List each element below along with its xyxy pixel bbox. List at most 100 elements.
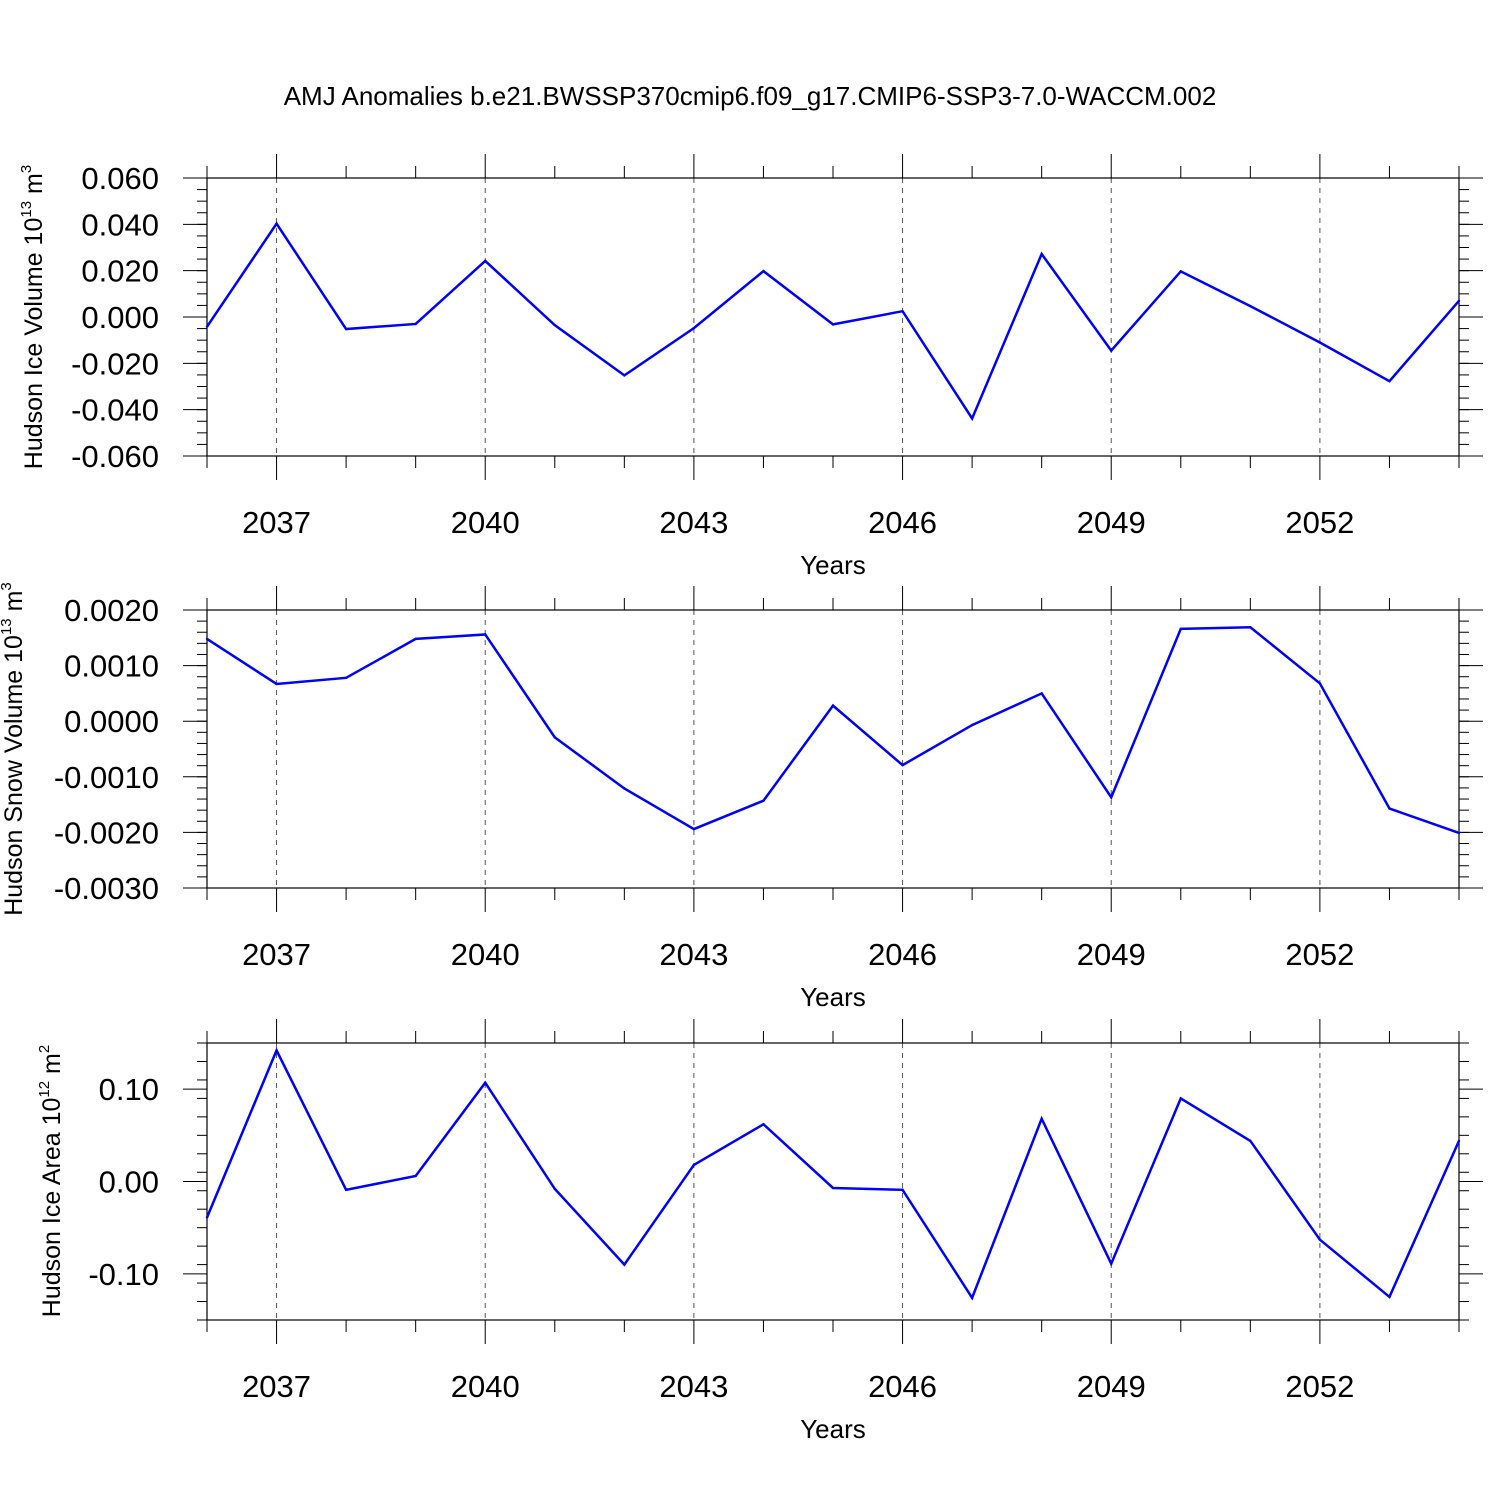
data-point bbox=[344, 1188, 348, 1192]
data-point bbox=[1249, 1139, 1252, 1143]
x-tick-label: 2040 bbox=[451, 937, 520, 972]
y-axis-label: Hudson Ice Area 1012 m2 bbox=[36, 1045, 66, 1317]
x-axis-label: Years bbox=[800, 1414, 866, 1444]
y-tick-label: 0.000 bbox=[81, 300, 159, 335]
data-point bbox=[1110, 796, 1113, 799]
data-point bbox=[692, 1163, 696, 1167]
data-point bbox=[1388, 379, 1391, 383]
y-axis-label-superscript: 2 bbox=[36, 1045, 53, 1053]
data-point bbox=[692, 827, 696, 831]
data-point bbox=[1040, 692, 1043, 695]
data-point bbox=[623, 787, 626, 790]
data-point bbox=[1318, 682, 1322, 685]
y-tick-label: -0.0010 bbox=[54, 760, 159, 795]
y-tick-label: 0.00 bbox=[99, 1165, 159, 1200]
series-line bbox=[205, 221, 1460, 422]
x-tick-label: 2046 bbox=[868, 937, 937, 972]
x-tick-label: 2043 bbox=[659, 937, 728, 972]
data-point bbox=[344, 327, 348, 331]
y-axis-label: Hudson Ice Volume 1013 m3 bbox=[18, 165, 48, 469]
y-tick-label: -0.10 bbox=[88, 1257, 159, 1292]
data-point bbox=[970, 723, 974, 727]
y-axis-label-superscript: 3 bbox=[18, 165, 35, 173]
y-axis-label: Hudson Snow Volume 1013 m3 bbox=[0, 582, 28, 916]
data-point bbox=[901, 763, 904, 767]
data-point bbox=[1457, 831, 1461, 835]
y-tick-label: -0.0020 bbox=[54, 815, 159, 850]
data-point bbox=[762, 1123, 765, 1126]
x-tick-label: 2043 bbox=[659, 505, 728, 540]
data-point bbox=[762, 799, 765, 802]
data-point bbox=[1318, 341, 1322, 344]
data-point bbox=[275, 682, 278, 686]
chart-panel-2: 0.0020 0.0010 0.0000 -0.0010 -0.0020 -0.0030 2… bbox=[0, 582, 1483, 1012]
series-line bbox=[206, 625, 1460, 835]
y-tick-label: 0.10 bbox=[99, 1072, 159, 1107]
x-tick-label: 2037 bbox=[242, 937, 311, 972]
data-point bbox=[1179, 627, 1182, 631]
y-tick-label: 0.0000 bbox=[64, 704, 159, 739]
data-point bbox=[1110, 349, 1113, 352]
data-point bbox=[553, 1187, 556, 1191]
data-point bbox=[553, 323, 556, 327]
data-point bbox=[1249, 304, 1252, 308]
y-tick-label: 0.060 bbox=[81, 161, 159, 196]
data-point bbox=[1249, 626, 1252, 629]
plot-frame bbox=[206, 1042, 1460, 1321]
data-point bbox=[901, 1188, 904, 1192]
y-tick-label: -0.040 bbox=[71, 393, 159, 428]
data-point bbox=[414, 637, 417, 641]
x-tick-label: 2043 bbox=[659, 1369, 728, 1404]
x-tick-label: 2040 bbox=[451, 1369, 520, 1404]
data-point bbox=[970, 417, 974, 420]
data-point bbox=[1318, 1238, 1322, 1241]
data-point bbox=[205, 1216, 209, 1219]
chart-panel-1: 0.060 0.040 0.020 0.000 -0.020 -0.040 -0.060 20… bbox=[18, 154, 1483, 580]
data-point bbox=[831, 323, 835, 326]
data-point bbox=[831, 1186, 835, 1190]
data-point bbox=[275, 1049, 278, 1052]
data-point bbox=[692, 326, 696, 330]
y-axis-label-superscript: 3 bbox=[0, 582, 15, 590]
y-tick-label: -0.060 bbox=[71, 439, 159, 474]
y-axis-label-part: Hudson Ice Volume 10 bbox=[20, 218, 48, 470]
data-point bbox=[344, 676, 348, 680]
x-tick-label: 2052 bbox=[1285, 1369, 1354, 1404]
data-point bbox=[1457, 1139, 1461, 1143]
data-point bbox=[901, 310, 904, 313]
data-point bbox=[623, 374, 626, 377]
x-tick-label: 2046 bbox=[868, 1369, 937, 1404]
data-point bbox=[1457, 299, 1461, 302]
y-axis-label-part: Hudson Snow Volume 10 bbox=[0, 635, 28, 916]
chart-title: AMJ Anomalies b.e21.BWSSP370cmip6.f09_g1… bbox=[284, 81, 1217, 111]
data-point bbox=[831, 704, 835, 707]
data-point bbox=[1110, 1262, 1113, 1265]
data-point bbox=[1040, 1117, 1043, 1120]
x-tick-label: 2049 bbox=[1077, 505, 1146, 540]
x-axis-label: Years bbox=[800, 550, 866, 580]
chart-panel-3: 0.10 0.00 -0.10 2037 2040 2043 2046 2049 2052 Yea… bbox=[36, 1019, 1483, 1444]
y-tick-label: -0.0030 bbox=[54, 871, 159, 906]
data-point bbox=[1179, 1097, 1182, 1100]
x-tick-label: 2052 bbox=[1285, 505, 1354, 540]
x-tick-label: 2049 bbox=[1077, 1369, 1146, 1404]
y-tick-label: 0.0010 bbox=[64, 649, 159, 684]
x-tick-label: 2037 bbox=[242, 505, 311, 540]
data-point bbox=[484, 633, 487, 636]
data-point bbox=[205, 637, 209, 641]
data-point bbox=[1179, 270, 1182, 273]
y-axis-label-superscript: 12 bbox=[36, 1081, 53, 1098]
x-tick-label: 2052 bbox=[1285, 937, 1354, 972]
x-tick-label: 2037 bbox=[242, 1369, 311, 1404]
data-point bbox=[623, 1263, 626, 1266]
data-point bbox=[970, 1296, 974, 1300]
y-tick-label: 0.020 bbox=[81, 254, 159, 289]
data-point bbox=[484, 259, 487, 263]
data-point bbox=[414, 1174, 417, 1178]
data-point bbox=[1040, 252, 1043, 256]
y-axis-label-part: m bbox=[20, 173, 48, 201]
y-tick-label: 0.0020 bbox=[64, 593, 159, 628]
x-tick-label: 2040 bbox=[451, 505, 520, 540]
data-point bbox=[1388, 1295, 1391, 1299]
